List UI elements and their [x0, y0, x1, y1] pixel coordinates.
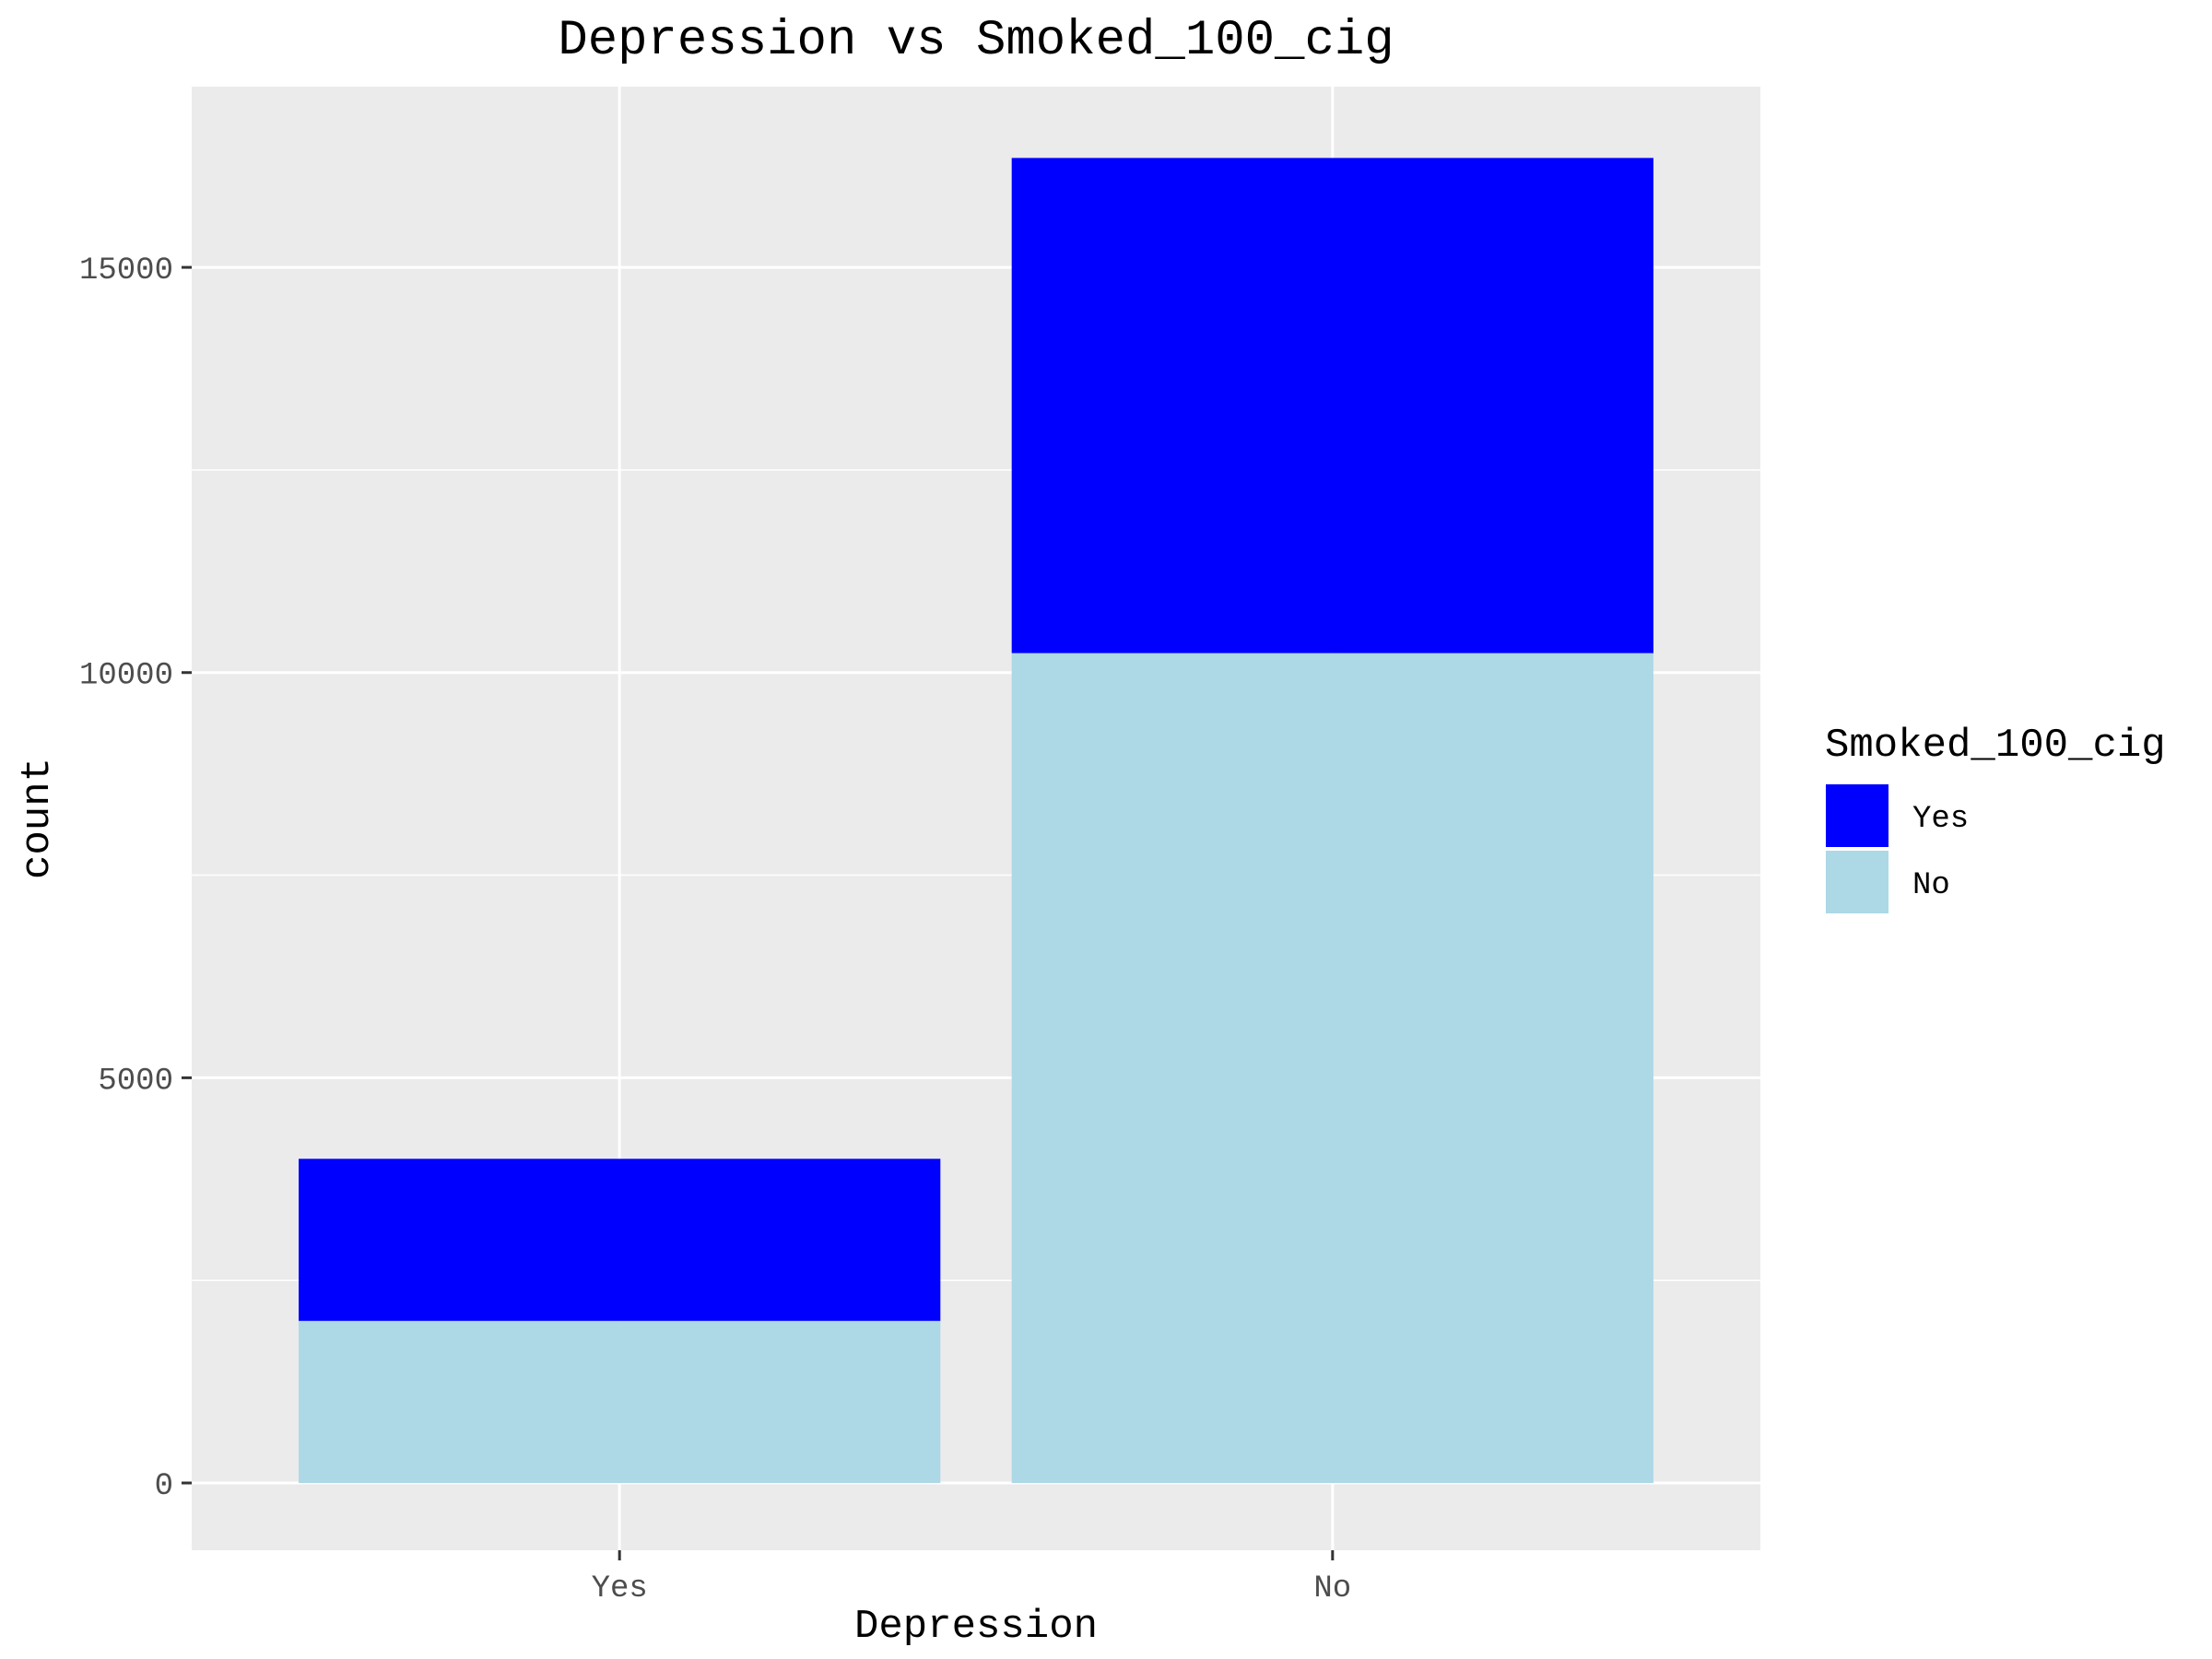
- legend-label-yes: Yes: [1912, 802, 1969, 837]
- x-tick-label: No: [1313, 1571, 1351, 1606]
- bar-yes-no: [299, 1321, 941, 1484]
- bars: [299, 158, 1653, 1484]
- legend-label-no: No: [1912, 868, 1950, 903]
- y-tick-label: 15000: [79, 253, 173, 288]
- y-tick-label: 10000: [79, 659, 173, 694]
- legend-title: Smoked_100_cig: [1825, 723, 2166, 769]
- x-axis-title: Depression: [854, 1604, 1098, 1650]
- y-tick-label: 5000: [98, 1064, 173, 1099]
- y-axis: 0 5000 10000 15000: [79, 253, 192, 1504]
- y-tick-label: 0: [155, 1469, 173, 1504]
- y-axis-title: count: [15, 758, 61, 879]
- bar-no-no: [1011, 653, 1653, 1484]
- x-tick-label: Yes: [592, 1571, 648, 1606]
- x-axis: Yes No: [592, 1550, 1351, 1606]
- legend-entries: Yes No: [1824, 782, 1969, 915]
- legend-key-no: [1824, 849, 1890, 915]
- legend-key-yes: [1824, 782, 1890, 849]
- chart-title: Depression vs Smoked_100_cig: [558, 13, 1394, 69]
- legend: Smoked_100_cig Yes No: [1824, 723, 2166, 915]
- bar-yes-yes: [299, 1159, 941, 1322]
- bar-no-yes: [1011, 158, 1653, 653]
